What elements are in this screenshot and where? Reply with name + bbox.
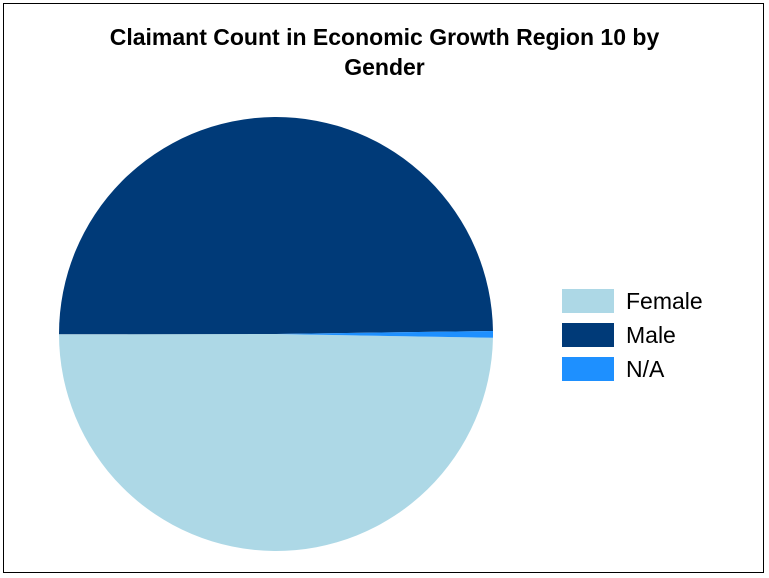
slice-female [59,334,493,551]
chart-title-line-2: Gender [344,54,425,80]
chart-title-line-1: Claimant Count in Economic Growth Region… [109,24,660,50]
legend-swatch-na [562,357,614,381]
legend-swatch-male [562,323,614,347]
slice-na [276,330,493,338]
legend-item-na: N/A [562,352,703,386]
legend-item-female: Female [562,284,703,318]
chart-title: Claimant Count in Economic Growth Region… [0,22,769,82]
legend-label-na: N/A [626,355,665,382]
legend: Female Male N/A [562,284,703,386]
slice-male [59,117,493,335]
legend-label-male: Male [626,321,676,348]
legend-label-female: Female [626,287,703,314]
legend-swatch-female [562,289,614,313]
legend-item-male: Male [562,318,703,352]
